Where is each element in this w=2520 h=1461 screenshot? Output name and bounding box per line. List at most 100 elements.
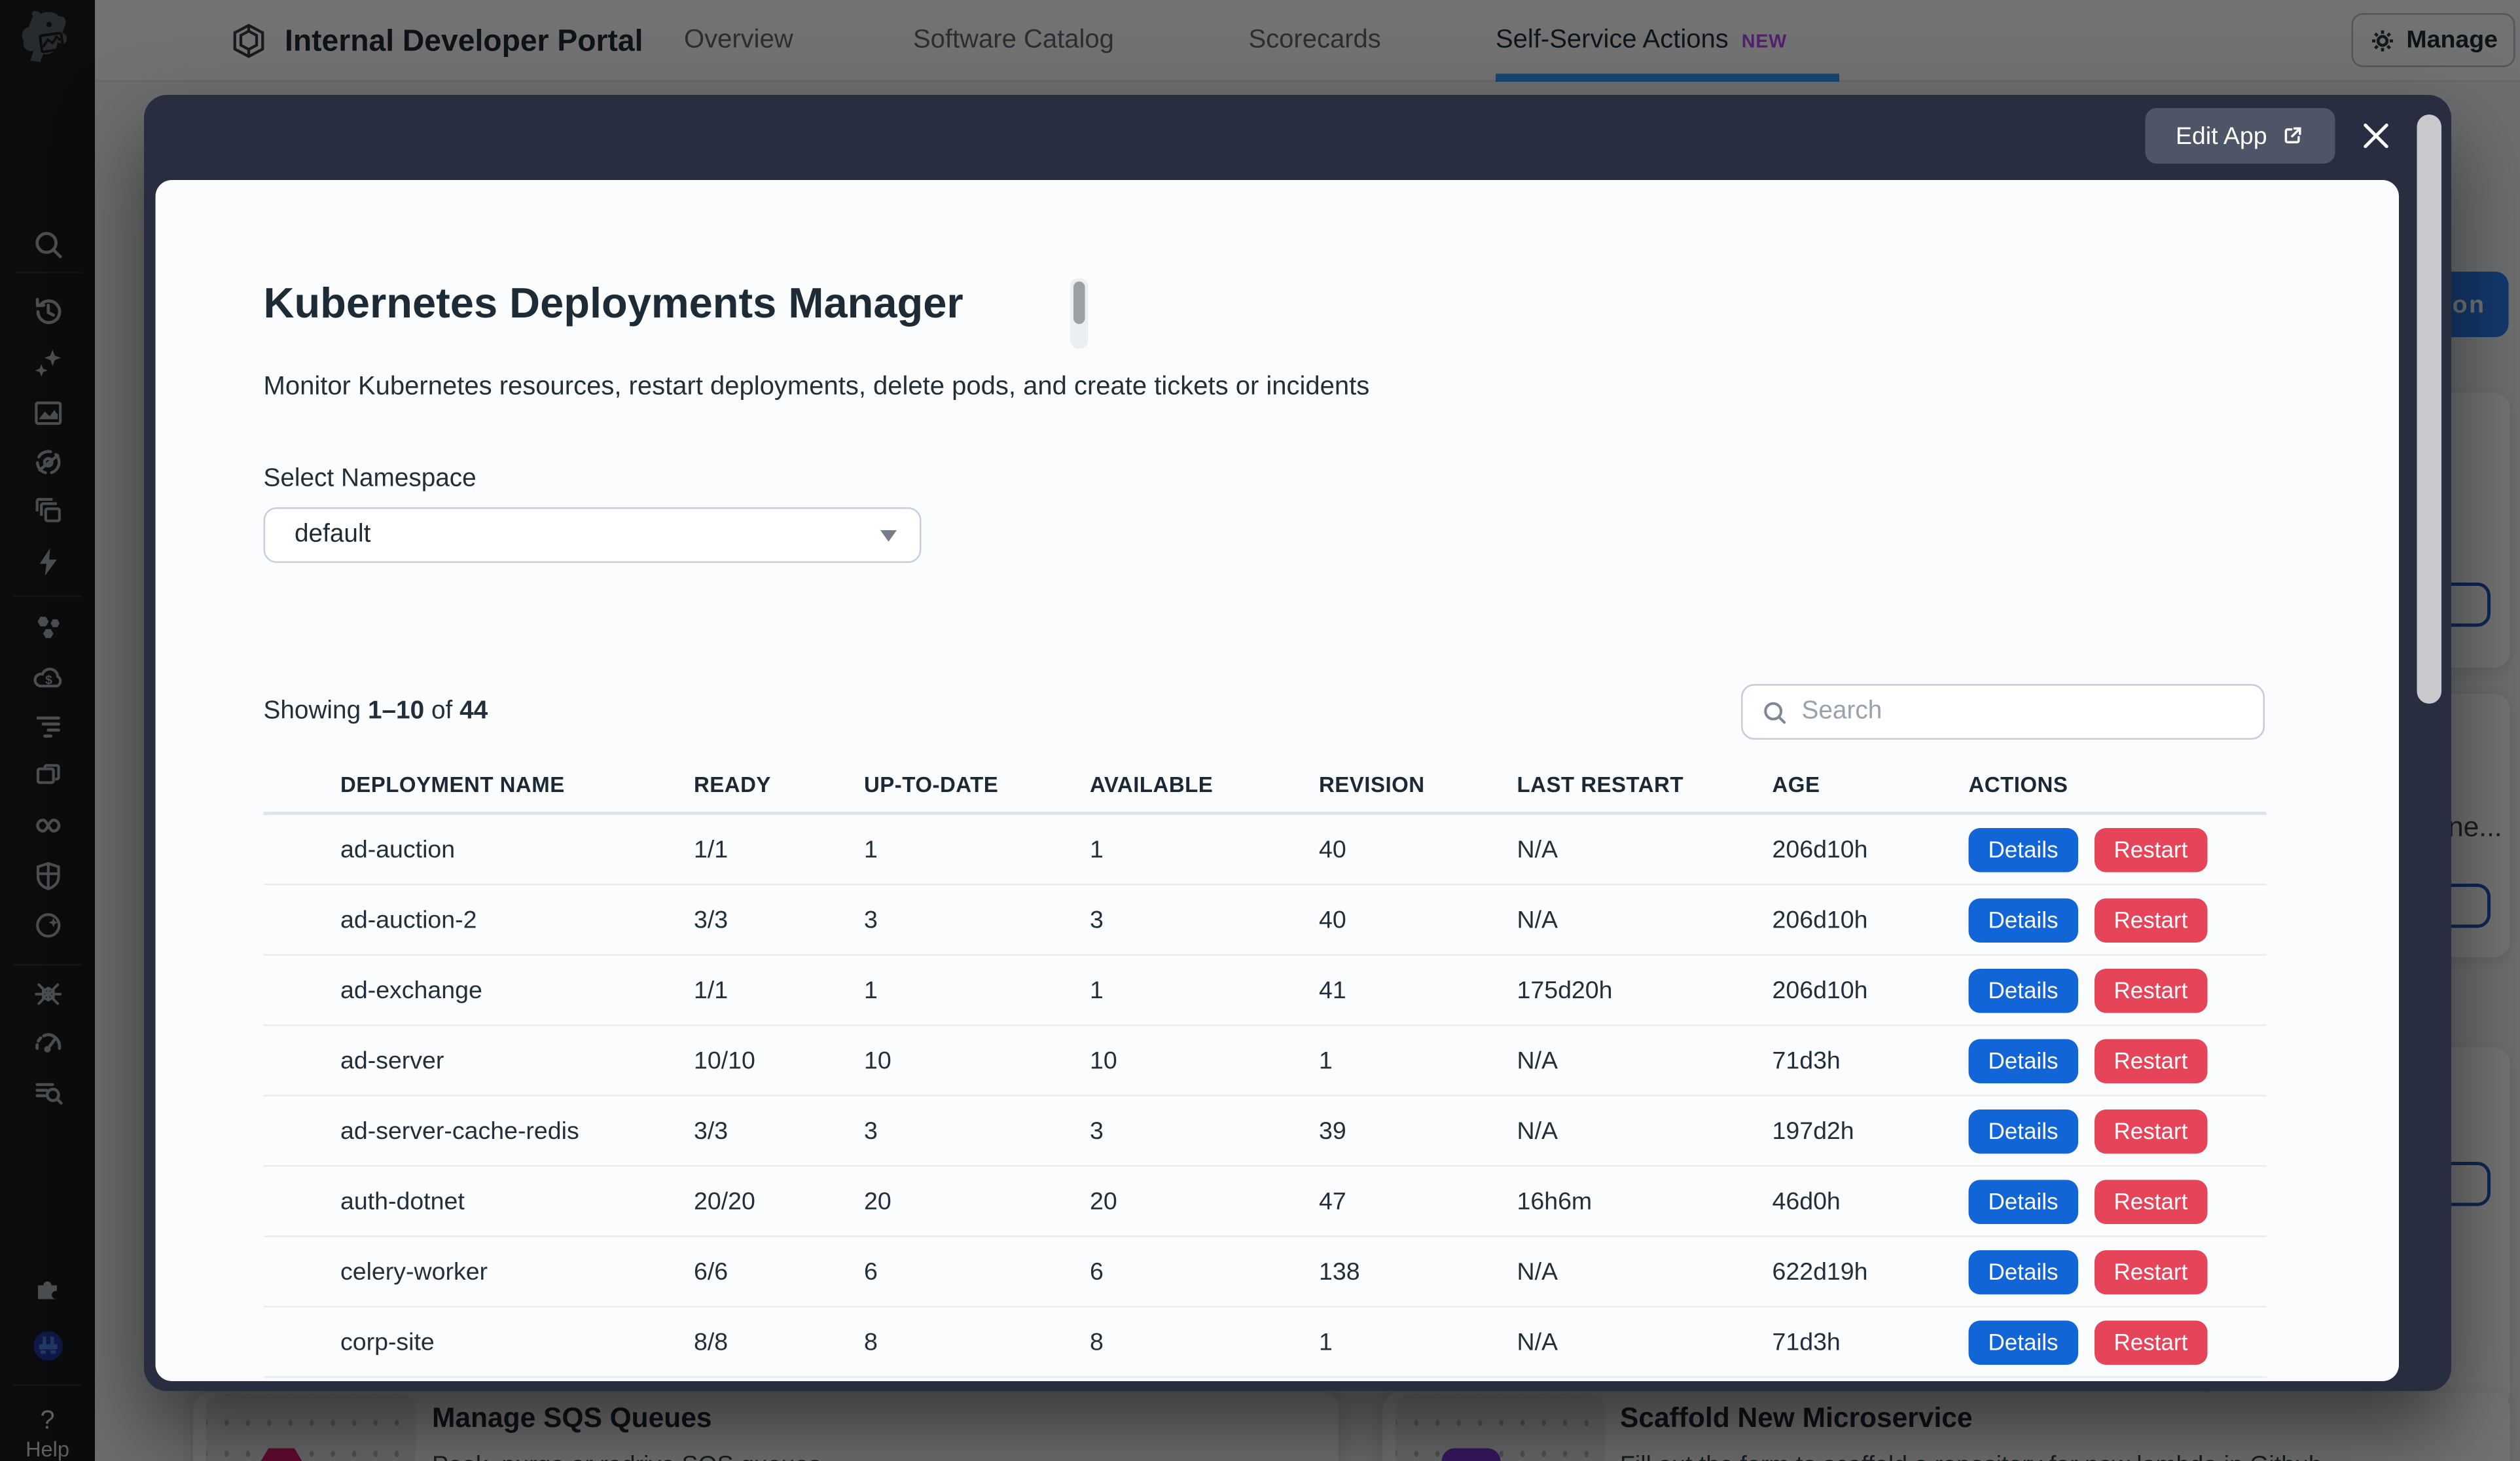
namespace-label: Select Namespace [263, 465, 477, 493]
cell-actions: Details Restart [1892, 827, 2267, 872]
table-row: ad-auction-2 3/3 3 3 40 N/A 206d10h Deta… [263, 886, 2267, 956]
cell-ready: 1/1 [694, 976, 729, 1004]
close-icon[interactable] [2360, 120, 2392, 153]
restart-button[interactable]: Restart [2094, 1179, 2208, 1223]
cell-ready: 1/1 [694, 835, 729, 863]
search-input[interactable] [1801, 697, 2263, 727]
cell-available: 6 [1090, 1257, 1104, 1286]
cell-available: 1 [1090, 976, 1104, 1004]
col-up-to-date: UP-TO-DATE [864, 771, 999, 797]
cell-age: 622d19h [1772, 1257, 1868, 1286]
cell-name: ad-server [340, 1046, 444, 1075]
cell-age: 46d0h [1772, 1187, 1841, 1216]
cell-name: corp-site [340, 1327, 435, 1356]
edit-app-button[interactable]: Edit App [2145, 108, 2335, 164]
cell-ready: 10/10 [694, 1046, 755, 1075]
embedded-scrollbar[interactable] [1070, 278, 1089, 349]
details-button[interactable]: Details [1968, 1038, 2078, 1083]
cell-revision: 40 [1319, 835, 1346, 863]
modal-title: Kubernetes Deployments Manager [263, 278, 963, 327]
table-row: ad-auction 1/1 1 1 40 N/A 206d10h Detail… [263, 815, 2267, 886]
cell-name: ad-auction-2 [340, 905, 477, 934]
cell-available: 10 [1090, 1046, 1117, 1075]
restart-button[interactable]: Restart [2094, 1249, 2208, 1294]
cell-ready: 3/3 [694, 905, 729, 934]
cell-up-to-date: 6 [864, 1257, 878, 1286]
table-row: ad-server 10/10 10 10 1 N/A 71d3h Detail… [263, 1026, 2267, 1096]
col-deployment-name: DEPLOYMENT NAME [340, 771, 565, 797]
col-available: AVAILABLE [1090, 771, 1214, 797]
col-ready: READY [694, 771, 771, 797]
details-button[interactable]: Details [1968, 827, 2078, 872]
pagination-summary: Showing 1–10 of 44 [263, 697, 488, 725]
restart-button[interactable]: Restart [2094, 1108, 2208, 1153]
cell-revision: 1 [1319, 1046, 1333, 1075]
cell-ready: 20/20 [694, 1187, 755, 1216]
restart-button[interactable]: Restart [2094, 967, 2208, 1013]
cell-actions: Details Restart [1892, 1108, 2267, 1153]
cell-last-restart: N/A [1517, 1117, 1558, 1145]
k8s-deployments-modal: Edit App Kubernetes Deployments Manager … [144, 95, 2451, 1391]
cell-age: 71d3h [1772, 1046, 1841, 1075]
modal-scrollbar-thumb[interactable] [2417, 115, 2441, 704]
restart-button[interactable]: Restart [2094, 827, 2208, 872]
cell-up-to-date: 3 [864, 905, 878, 934]
cell-last-restart: N/A [1517, 1046, 1558, 1075]
cell-up-to-date: 8 [864, 1327, 878, 1356]
table-header-row: DEPLOYMENT NAME READY UP-TO-DATE AVAILAB… [263, 756, 2267, 815]
cell-actions: Details Restart [1892, 897, 2267, 942]
col-revision: REVISION [1319, 771, 1425, 797]
details-button[interactable]: Details [1968, 1179, 2078, 1223]
restart-button[interactable]: Restart [2094, 897, 2208, 942]
cell-last-restart: 16h6m [1517, 1187, 1593, 1216]
cell-age: 206d10h [1772, 976, 1868, 1004]
col-last-restart: LAST RESTART [1517, 771, 1683, 797]
restart-button[interactable]: Restart [2094, 1320, 2208, 1364]
table-row: corp-site 8/8 8 8 1 N/A 71d3h Details Re… [263, 1308, 2267, 1378]
details-button[interactable]: Details [1968, 1320, 2078, 1364]
cell-actions: Details Restart [1892, 1249, 2267, 1294]
cell-actions: Details Restart [1892, 967, 2267, 1013]
cell-last-restart: N/A [1517, 905, 1558, 934]
cell-revision: 138 [1319, 1257, 1360, 1286]
cell-available: 3 [1090, 1117, 1104, 1145]
details-button[interactable]: Details [1968, 1249, 2078, 1294]
details-button[interactable]: Details [1968, 897, 2078, 942]
table-row: ad-exchange 1/1 1 1 41 175d20h 206d10h D… [263, 956, 2267, 1026]
cell-last-restart: 175d20h [1517, 976, 1613, 1004]
cell-actions: Details Restart [1892, 1320, 2267, 1364]
cell-available: 1 [1090, 835, 1104, 863]
deployments-table: DEPLOYMENT NAME READY UP-TO-DATE AVAILAB… [263, 756, 2267, 1378]
cell-available: 20 [1090, 1187, 1117, 1216]
cell-ready: 6/6 [694, 1257, 729, 1286]
cell-name: ad-auction [340, 835, 456, 863]
restart-button[interactable]: Restart [2094, 1038, 2208, 1083]
cell-name: ad-exchange [340, 976, 482, 1004]
col-actions: ACTIONS [1968, 771, 2068, 797]
search-box [1741, 684, 2265, 740]
cell-up-to-date: 1 [864, 976, 878, 1004]
cell-last-restart: N/A [1517, 835, 1558, 863]
cell-revision: 41 [1319, 976, 1346, 1004]
cell-ready: 8/8 [694, 1327, 729, 1356]
details-button[interactable]: Details [1968, 1108, 2078, 1153]
search-icon [1764, 701, 1786, 723]
cell-age: 206d10h [1772, 835, 1868, 863]
table-row: celery-worker 6/6 6 6 138 N/A 622d19h De… [263, 1237, 2267, 1308]
namespace-select[interactable]: default [263, 507, 922, 563]
cell-revision: 1 [1319, 1327, 1333, 1356]
cell-available: 8 [1090, 1327, 1104, 1356]
table-row: ad-server-cache-redis 3/3 3 3 39 N/A 197… [263, 1096, 2267, 1167]
cell-revision: 40 [1319, 905, 1346, 934]
cell-revision: 39 [1319, 1117, 1346, 1145]
cell-name: auth-dotnet [340, 1187, 465, 1216]
cell-up-to-date: 1 [864, 835, 878, 863]
cell-ready: 3/3 [694, 1117, 729, 1145]
cell-actions: Details Restart [1892, 1179, 2267, 1223]
cell-revision: 47 [1319, 1187, 1346, 1216]
details-button[interactable]: Details [1968, 967, 2078, 1013]
cell-actions: Details Restart [1892, 1038, 2267, 1083]
cell-age: 206d10h [1772, 905, 1868, 934]
cell-last-restart: N/A [1517, 1257, 1558, 1286]
